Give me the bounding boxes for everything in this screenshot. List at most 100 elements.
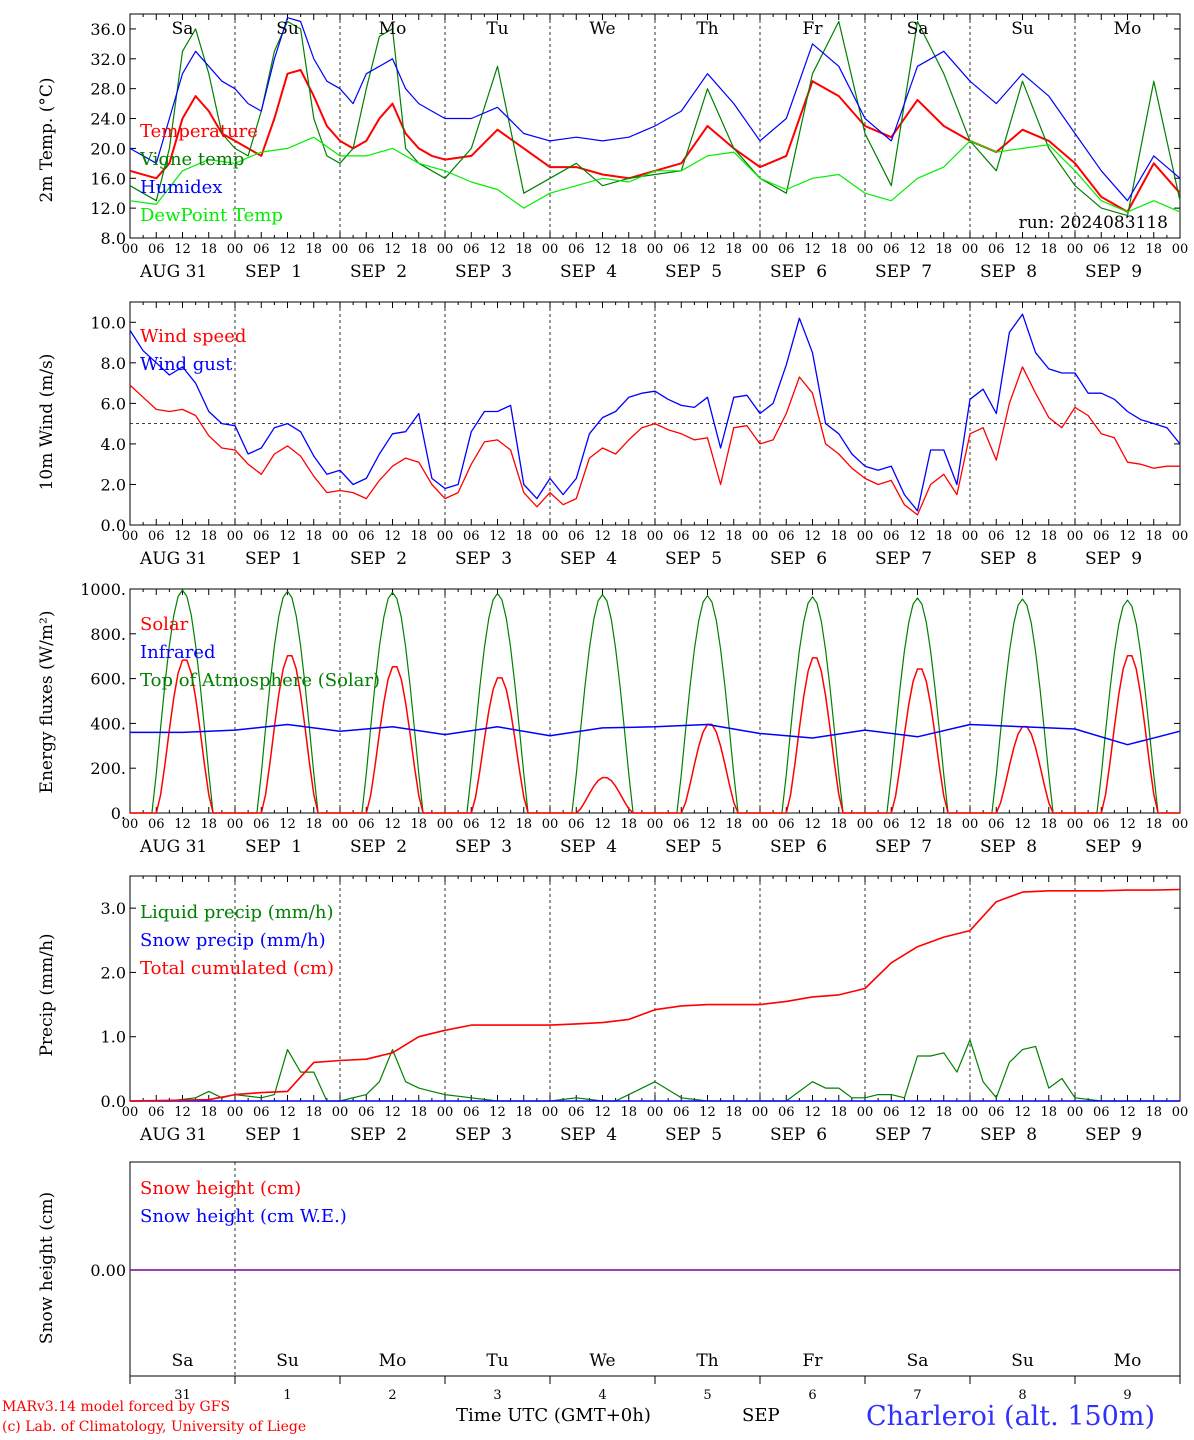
day-name-label: Mo — [379, 19, 407, 39]
x-tick-label: 18 — [410, 529, 427, 544]
x-tick-label: 12 — [804, 242, 821, 257]
legend-entry: Solar — [140, 614, 189, 635]
date-label: SEP 1 — [245, 549, 302, 569]
date-label: SEP 5 — [665, 262, 722, 282]
y-axis-label: Snow height (cm) — [37, 1192, 57, 1344]
day-number-label: 5 — [703, 1388, 711, 1403]
x-tick-label: 06 — [778, 1105, 795, 1120]
date-label: SEP 6 — [770, 837, 827, 857]
x-tick-label: 12 — [279, 242, 296, 257]
y-axis-label: Precip (mm/h) — [37, 933, 57, 1056]
x-tick-label: 12 — [594, 1105, 611, 1120]
x-tick-label: 00 — [1067, 242, 1084, 257]
x-tick-label: 18 — [305, 242, 322, 257]
date-label: SEP 6 — [770, 262, 827, 282]
day-name-label: Su — [1011, 19, 1034, 39]
x-tick-label: 12 — [489, 529, 506, 544]
x-tick-label: 12 — [174, 817, 191, 832]
date-label: SEP 9 — [1085, 549, 1142, 569]
x-tick-label: 12 — [384, 817, 401, 832]
x-tick-label: 18 — [515, 817, 532, 832]
x-tick-label: 06 — [568, 1105, 585, 1120]
x-tick-label: 00 — [647, 529, 664, 544]
x-tick-label: 18 — [1145, 1105, 1162, 1120]
x-tick-label: 06 — [883, 242, 900, 257]
date-label: SEP 9 — [1085, 262, 1142, 282]
x-tick-label: 12 — [909, 242, 926, 257]
x-tick-label: 00 — [857, 1105, 874, 1120]
x-tick-label: 00 — [752, 1105, 769, 1120]
day-name-label: Th — [696, 19, 718, 39]
x-tick-label: 00 — [1067, 529, 1084, 544]
x-tick-label: 00 — [647, 1105, 664, 1120]
x-tick-label: 06 — [358, 242, 375, 257]
x-tick-label: 12 — [1119, 529, 1136, 544]
y-axis-label: 2m Temp. (°C) — [37, 77, 57, 202]
x-tick-label: 18 — [1145, 817, 1162, 832]
x-tick-label: 00 — [1172, 529, 1189, 544]
day-name-label: Sa — [172, 1351, 194, 1371]
x-tick-label: 06 — [463, 242, 480, 257]
x-tick-label: 00 — [1172, 1105, 1189, 1120]
x-tick-label: 12 — [909, 529, 926, 544]
x-tick-label: 12 — [1014, 242, 1031, 257]
x-tick-label: 12 — [384, 1105, 401, 1120]
date-label: SEP 5 — [665, 1125, 722, 1145]
x-tick-label: 12 — [594, 529, 611, 544]
panel-4-frame — [129, 875, 1181, 1102]
date-label: SEP 7 — [875, 262, 932, 282]
x-tick-label: 00 — [332, 529, 349, 544]
x-tick-label: 18 — [515, 529, 532, 544]
date-label: SEP 7 — [875, 549, 932, 569]
x-tick-label: 06 — [988, 529, 1005, 544]
x-tick-label: 00 — [227, 817, 244, 832]
day-name-label: Su — [276, 19, 299, 39]
x-tick-label: 06 — [883, 529, 900, 544]
x-tick-label: 12 — [489, 1105, 506, 1120]
x-tick-label: 18 — [725, 817, 742, 832]
day-name-label: Su — [276, 1351, 299, 1371]
date-label: SEP 3 — [455, 837, 512, 857]
day-number-label: 31 — [174, 1388, 191, 1403]
wind-speed-line — [129, 366, 1180, 516]
x-tick-label: 06 — [148, 529, 165, 544]
x-tick-label: 06 — [148, 242, 165, 257]
y-tick-label: 12.0 — [90, 199, 126, 218]
x-tick-label: 18 — [935, 1105, 952, 1120]
footer-lab-credit: (c) Lab. of Climatology, University of L… — [2, 1419, 307, 1435]
x-tick-label: 00 — [752, 817, 769, 832]
x-tick-label: 00 — [962, 817, 979, 832]
x-tick-label: 18 — [830, 1105, 847, 1120]
humidex-line — [129, 17, 1181, 202]
x-tick-label: 06 — [988, 817, 1005, 832]
x-tick-label: 06 — [988, 1105, 1005, 1120]
x-tick-label: 06 — [883, 817, 900, 832]
y-tick-label: 32.0 — [90, 50, 126, 69]
x-tick-label: 18 — [410, 1105, 427, 1120]
date-label: SEP 2 — [350, 1125, 407, 1145]
top-of-atmosphere-line — [130, 589, 1180, 814]
x-tick-label: 06 — [1093, 817, 1110, 832]
day-name-label: Th — [696, 1351, 718, 1371]
x-tick-label: 06 — [253, 1105, 270, 1120]
day-name-label: Tu — [486, 19, 508, 39]
date-label: SEP 5 — [665, 549, 722, 569]
date-label: SEP 9 — [1085, 837, 1142, 857]
x-tick-label: 06 — [463, 1105, 480, 1120]
x-tick-label: 18 — [515, 1105, 532, 1120]
date-label: AUG 31 — [139, 1125, 207, 1145]
y-tick-label: 6.0 — [101, 394, 126, 413]
x-tick-label: 12 — [279, 529, 296, 544]
date-label: SEP 1 — [245, 1125, 302, 1145]
x-tick-label: 12 — [384, 242, 401, 257]
x-tick-label: 18 — [200, 529, 217, 544]
date-label: SEP 8 — [980, 262, 1037, 282]
x-tick-label: 00 — [1172, 242, 1189, 257]
panel-border — [129, 301, 1181, 526]
x-tick-label: 00 — [227, 529, 244, 544]
y-tick-label: 10.0 — [90, 313, 126, 332]
y-axis-label: 10m Wind (m/s) — [37, 354, 57, 491]
x-tick-label: 00 — [437, 1105, 454, 1120]
panel-border — [129, 588, 1181, 814]
legend-entry: Total cumulated (cm) — [140, 958, 334, 979]
